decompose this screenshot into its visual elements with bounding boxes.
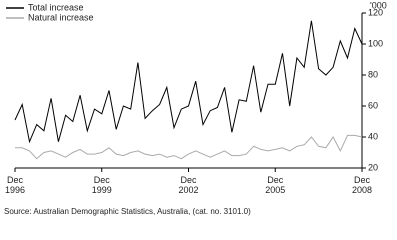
- y-unit: '000: [370, 0, 387, 10]
- chart: '000 20 40 60 80 100 120 Total increase Natural…: [4, 0, 387, 216]
- x-tick-label: Dec 1996: [4, 175, 26, 195]
- y-tick-label: 100: [368, 38, 383, 48]
- legend-label: Natural increase: [28, 12, 94, 22]
- series-line: [15, 134, 363, 160]
- y-tick-label: 120: [368, 7, 383, 17]
- x-tick-label: Dec 1999: [91, 175, 112, 195]
- y-tick-label: 80: [368, 69, 378, 79]
- y-tick-label: 20: [368, 162, 378, 172]
- source: Source: Australian Demographic Statistic…: [4, 207, 251, 216]
- series-line: [14, 20, 363, 144]
- legend-label: Total increase: [28, 2, 84, 12]
- x-tick-label: Dec 2002: [178, 175, 199, 195]
- y-tick-label: 40: [368, 131, 378, 141]
- x-tick-label: Dec 2008: [351, 175, 373, 195]
- chart-svg: '000 20 40 60 80 100 120 Total increaseNatural…: [6, 0, 387, 172]
- y-tick-label: 60: [368, 100, 378, 110]
- x-tick-label: Dec 2005: [265, 175, 286, 195]
